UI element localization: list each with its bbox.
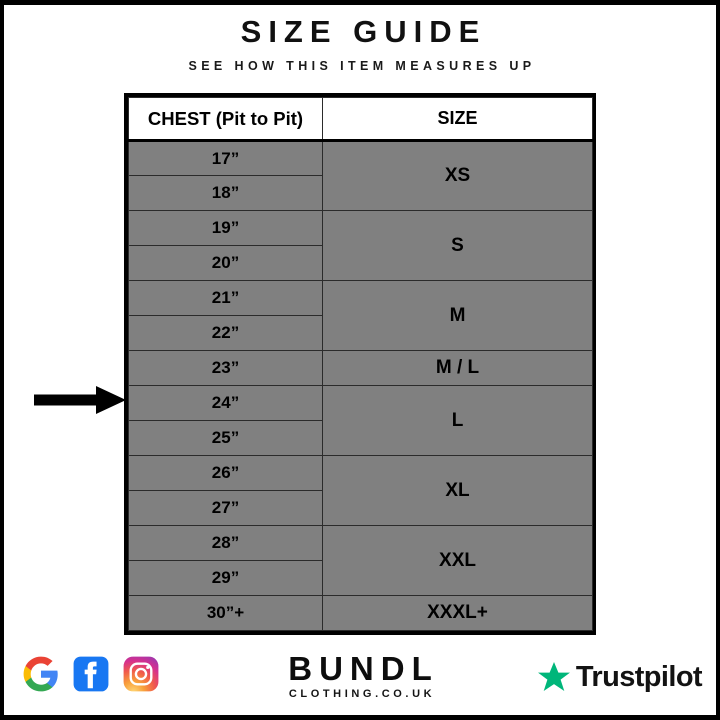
brand-tagline: CLOTHING.CO.UK [288,688,436,700]
chest-measurement-cell: 19” [128,210,323,246]
table-row: 26” XL [128,455,593,526]
footer: BUNDL CLOTHING.CO.UK Trustpilot [4,643,716,715]
table-row: 25” [128,420,593,456]
size-label-cell: S [322,210,593,281]
header: SIZE GUIDE SEE HOW THIS ITEM MEASURES UP [4,13,716,73]
chest-measurement-cell: 25” [128,420,323,456]
chest-measurement-cell: 30”+ [128,595,323,631]
trustpilot-logo[interactable]: Trustpilot [536,659,703,695]
chest-measurement-cell: 23” [128,350,323,386]
size-guide-table: CHEST (Pit to Pit) SIZE 17” XS 18” 19” S 20” 2… [128,97,593,631]
table-row: 19” S [128,210,593,281]
brand-logo: BUNDL CLOTHING.CO.UK [4,650,716,701]
chest-measurement-cell: 21” [128,280,323,316]
star-icon [536,659,572,695]
chest-measurement-cell: 20” [128,245,323,281]
size-label-cell: M [322,280,593,351]
chest-measurement-cell: 29” [128,560,323,596]
column-header-size: SIZE [322,97,593,142]
table-row: 24” L [128,385,593,456]
page-subtitle: SEE HOW THIS ITEM MEASURES UP [188,59,536,73]
table-header-row: CHEST (Pit to Pit) SIZE [128,97,593,142]
chest-measurement-cell: 27” [128,490,323,526]
table-body: 17” XS 18” 19” S 20” 21” M 22” 23” M / L 24” L 25” 26”… [128,140,593,631]
right-arrow-icon [34,385,126,415]
table-row: 20” [128,245,593,281]
page-inner: SIZE GUIDE SEE HOW THIS ITEM MEASURES UP… [4,5,716,715]
chest-measurement-cell: 17” [128,140,323,176]
page-title: SIZE GUIDE [240,14,487,49]
size-label-cell: XL [322,455,593,526]
table-row: 30”+ XXXL+ [128,595,593,631]
column-header-chest: CHEST (Pit to Pit) [128,97,323,142]
chest-measurement-cell: 26” [128,455,323,491]
size-label-cell: XS [322,140,593,211]
chest-measurement-cell: 28” [128,525,323,561]
chest-measurement-cell: 18” [128,175,323,211]
social-links [22,655,160,693]
size-table-wrapper: CHEST (Pit to Pit) SIZE 17” XS 18” 19” S 20” 2… [124,93,596,635]
table-row: 23” M / L [128,350,593,386]
size-label-cell: L [322,385,593,456]
trustpilot-wordmark: Trustpilot [575,661,703,693]
chest-measurement-cell: 22” [128,315,323,351]
facebook-icon[interactable] [72,655,110,693]
table-row: 21” M [128,280,593,351]
table-row: 29” [128,560,593,596]
size-label-cell: XXXL+ [322,595,593,631]
table-row: 17” XS [128,140,593,211]
table-head: CHEST (Pit to Pit) SIZE [128,97,593,142]
google-icon[interactable] [22,655,60,693]
size-label-cell: M / L [322,350,593,386]
table-row: 27” [128,490,593,526]
table-row: 28” XXL [128,525,593,596]
instagram-icon[interactable] [122,655,160,693]
brand-name: BUNDL [288,650,439,687]
table-row: 18” [128,175,593,211]
size-label-cell: XXL [322,525,593,596]
chest-measurement-cell: 24” [128,385,323,421]
